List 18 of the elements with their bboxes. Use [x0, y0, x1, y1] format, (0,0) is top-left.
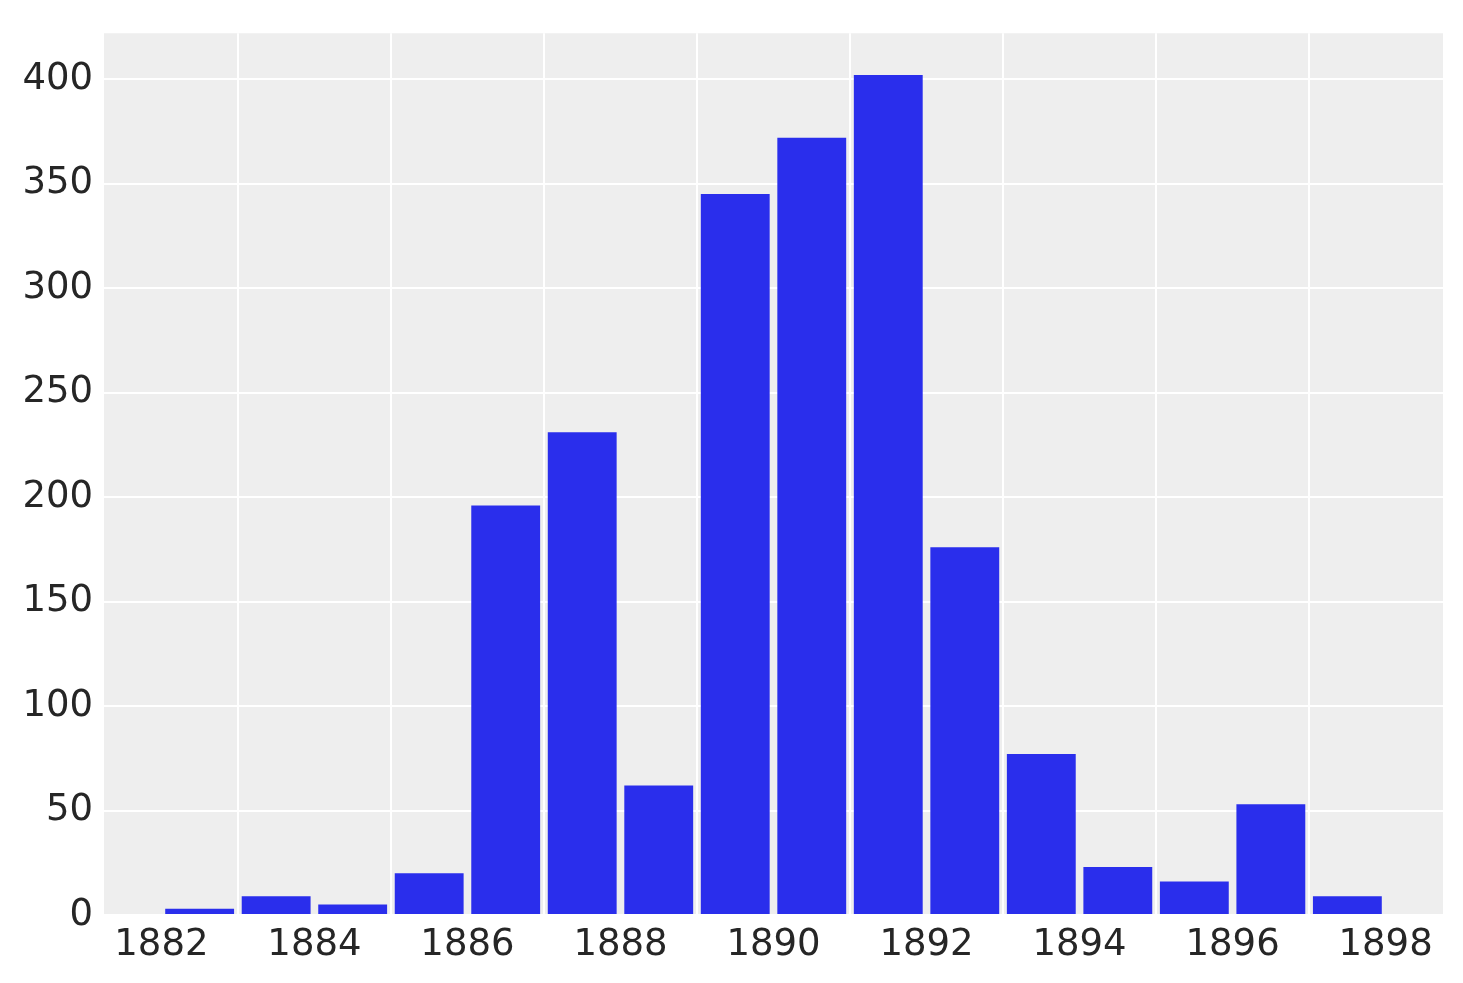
y-tick-label: 400	[22, 54, 93, 98]
x-tick-label: 1890	[726, 920, 821, 964]
y-tick-label: 300	[22, 263, 93, 307]
y-tick-label: 200	[22, 472, 93, 516]
x-tick-label: 1898	[1338, 920, 1433, 964]
y-tick-label: 150	[22, 577, 93, 621]
y-tick-label: 100	[22, 681, 93, 725]
y-tick-label: 250	[22, 368, 93, 412]
y-tick-label: 0	[69, 890, 93, 934]
x-tick-label: 1892	[879, 920, 974, 964]
x-tick-label: 1888	[573, 920, 668, 964]
x-tick-label: 1886	[420, 920, 515, 964]
x-tick-label: 1884	[267, 920, 362, 964]
x-tick-label: 1896	[1185, 920, 1280, 964]
x-tick-label: 1882	[114, 920, 209, 964]
x-tick-label: 1894	[1032, 920, 1127, 964]
y-tick-label: 350	[22, 159, 93, 203]
y-tick-label: 50	[45, 786, 93, 830]
